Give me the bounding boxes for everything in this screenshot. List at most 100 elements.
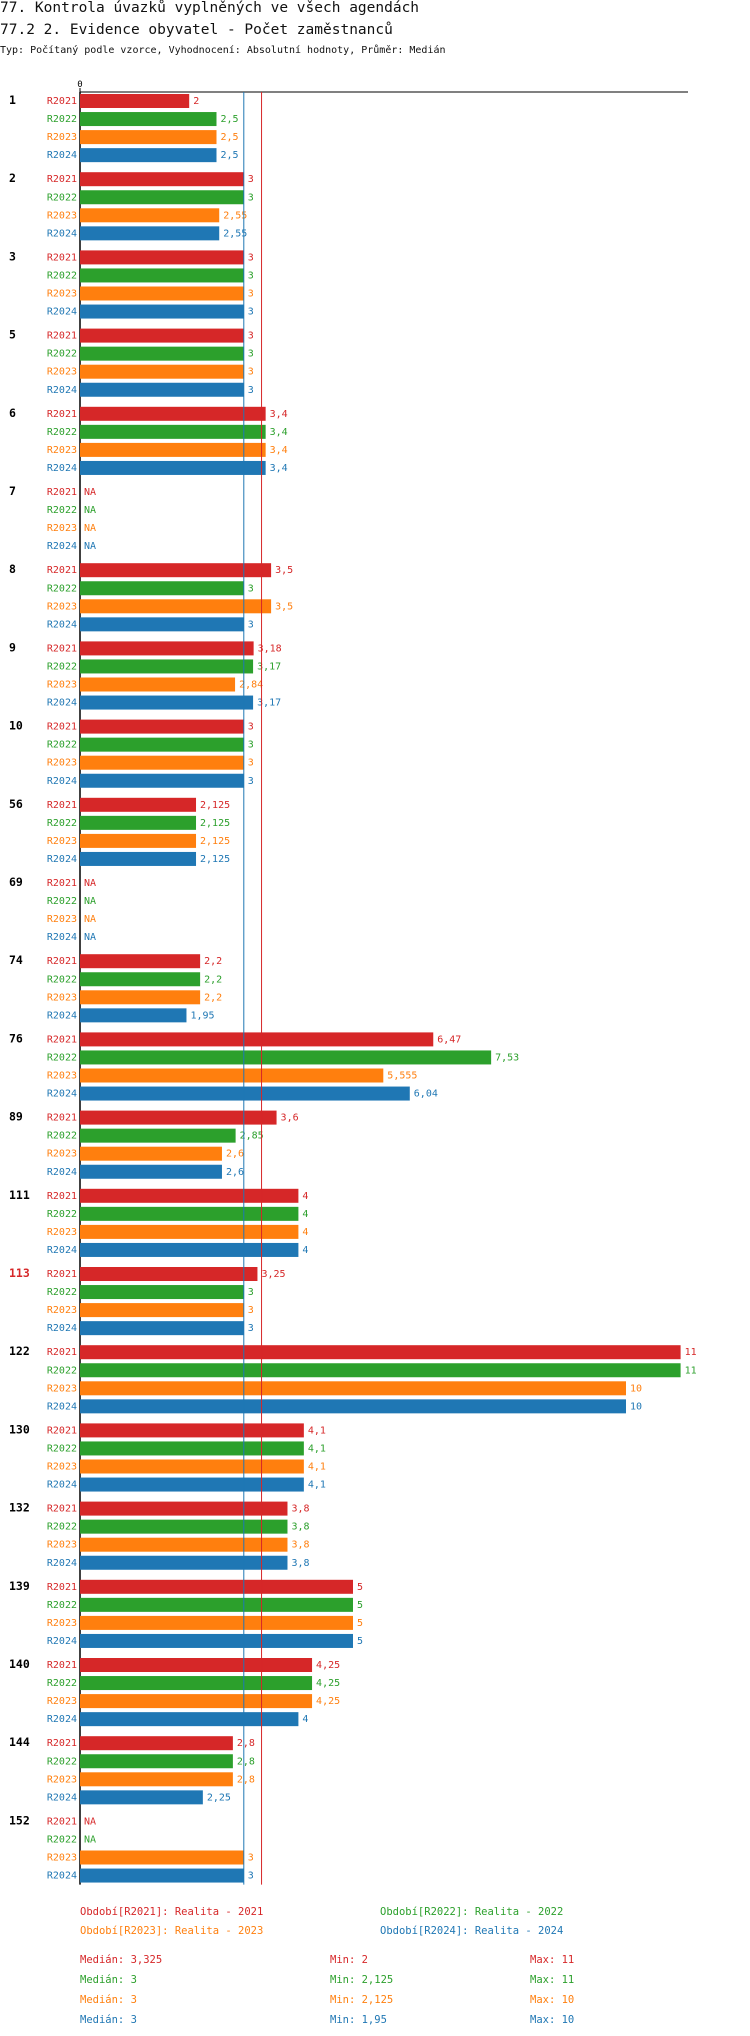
bar-10-R2023 [80,755,244,770]
series-label-111-R2023: R2023 [47,1227,77,1238]
value-label-9-R2022: 3,17 [257,661,281,672]
value-label-2-R2023: 2,55 [223,210,247,221]
series-label-2-R2022: R2022 [47,192,77,203]
series-label-56-R2024: R2024 [47,854,77,865]
bar-3-R2024 [80,304,244,319]
value-label-76-R2022: 7,53 [495,1052,519,1063]
value-label-56-R2021: 2,125 [200,800,230,811]
series-label-140-R2023: R2023 [47,1696,77,1707]
series-label-6-R2022: R2022 [47,427,77,438]
series-label-3-R2024: R2024 [47,307,77,318]
bar-56-R2022 [80,815,197,830]
value-label-69-R2023: NA [84,914,96,925]
bar-10-R2022 [80,737,244,752]
value-label-9-R2021: 3,18 [258,643,282,654]
value-label-9-R2023: 2,84 [239,680,263,691]
legend-period-r2021: Období[R2021]: Realita - 2021 [80,1906,264,1918]
series-label-10-R2023: R2023 [47,758,77,769]
series-label-69-R2021: R2021 [47,878,77,889]
bar-113-R2024 [80,1321,244,1336]
value-label-89-R2021: 3,6 [281,1113,299,1124]
category-label-8: 8 [9,562,16,576]
series-label-8-R2021: R2021 [47,565,77,576]
bar-3-R2023 [80,286,244,301]
value-label-140-R2024: 4 [302,1714,308,1725]
series-label-111-R2021: R2021 [47,1191,77,1202]
value-label-132-R2023: 3,8 [291,1540,309,1551]
category-label-139: 139 [9,1579,30,1593]
bar-89-R2024 [80,1164,222,1179]
series-label-130-R2024: R2024 [47,1480,77,1491]
bar-139-R2021 [80,1579,353,1594]
series-label-74-R2024: R2024 [47,1010,77,1021]
chart-title: 77. Kontrola úvazků vyplněných ve všech … [0,0,420,16]
value-label-74-R2023: 2,2 [204,992,222,1003]
bar-56-R2023 [80,833,197,848]
value-label-69-R2022: NA [84,896,96,907]
bar-144-R2024 [80,1790,203,1805]
legend-median-r2021: Medián: 3,325 [80,1954,163,1966]
value-label-56-R2024: 2,125 [200,854,230,865]
value-label-8-R2021: 3,5 [275,565,293,576]
series-label-113-R2023: R2023 [47,1305,77,1316]
bar-5-R2022 [80,346,244,361]
category-label-152: 152 [9,1813,30,1827]
bar-8-R2024 [80,617,244,632]
series-label-5-R2023: R2023 [47,367,77,378]
category-label-140: 140 [9,1657,30,1671]
series-label-122-R2023: R2023 [47,1383,77,1394]
bar-140-R2023 [80,1694,313,1709]
bar-1-R2023 [80,130,217,145]
series-label-130-R2021: R2021 [47,1425,77,1436]
legend-min-r2021: Min: 2 [330,1954,368,1966]
value-label-10-R2022: 3 [248,740,254,751]
series-label-144-R2024: R2024 [47,1792,77,1803]
value-label-2-R2021: 3 [248,174,254,185]
value-label-152-R2023: 3 [248,1853,254,1864]
series-label-5-R2021: R2021 [47,331,77,342]
series-label-69-R2022: R2022 [47,896,77,907]
category-label-113: 113 [9,1266,30,1280]
bar-144-R2022 [80,1754,233,1769]
series-label-144-R2021: R2021 [47,1738,77,1749]
value-label-74-R2024: 1,95 [190,1010,214,1021]
value-label-113-R2023: 3 [248,1305,254,1316]
legend-min-r2022: Min: 2,125 [330,1974,394,1986]
value-label-1-R2022: 2,5 [221,114,239,125]
series-label-89-R2022: R2022 [47,1131,77,1142]
value-label-144-R2024: 2,25 [207,1792,231,1803]
bar-152-R2024 [80,1868,244,1883]
value-label-69-R2024: NA [84,932,96,943]
bar-132-R2021 [80,1501,288,1516]
series-label-6-R2021: R2021 [47,409,77,420]
series-label-113-R2022: R2022 [47,1287,77,1298]
bar-chart: 0 1 R2021 2 R2022 2,5 R2023 2,5 R2024 2,5 2 R2021 3 R… [9,80,697,1885]
category-label-10: 10 [9,719,23,733]
category-label-1: 1 [9,93,16,107]
value-label-152-R2024: 3 [248,1871,254,1882]
series-label-69-R2023: R2023 [47,914,77,925]
series-label-56-R2023: R2023 [47,836,77,847]
series-label-122-R2021: R2021 [47,1347,77,1358]
bar-122-R2023 [80,1381,626,1396]
bar-89-R2023 [80,1146,222,1161]
value-label-132-R2021: 3,8 [291,1504,309,1515]
series-label-9-R2024: R2024 [47,698,77,709]
series-label-6-R2024: R2024 [47,463,77,474]
category-label-6: 6 [9,406,16,420]
bar-8-R2023 [80,599,272,614]
value-label-139-R2024: 5 [357,1636,363,1647]
value-label-6-R2021: 3,4 [270,409,288,420]
series-label-7-R2023: R2023 [47,523,77,534]
value-label-56-R2023: 2,125 [200,836,230,847]
series-label-3-R2022: R2022 [47,270,77,281]
series-label-56-R2021: R2021 [47,800,77,811]
legend-median-r2023: Medián: 3 [80,1994,137,2006]
bar-6-R2021 [80,406,266,421]
series-label-144-R2022: R2022 [47,1756,77,1767]
bar-8-R2021 [80,563,272,578]
bar-5-R2023 [80,364,244,379]
series-label-1-R2021: R2021 [47,96,77,107]
value-label-1-R2024: 2,5 [221,150,239,161]
category-label-132: 132 [9,1501,30,1515]
